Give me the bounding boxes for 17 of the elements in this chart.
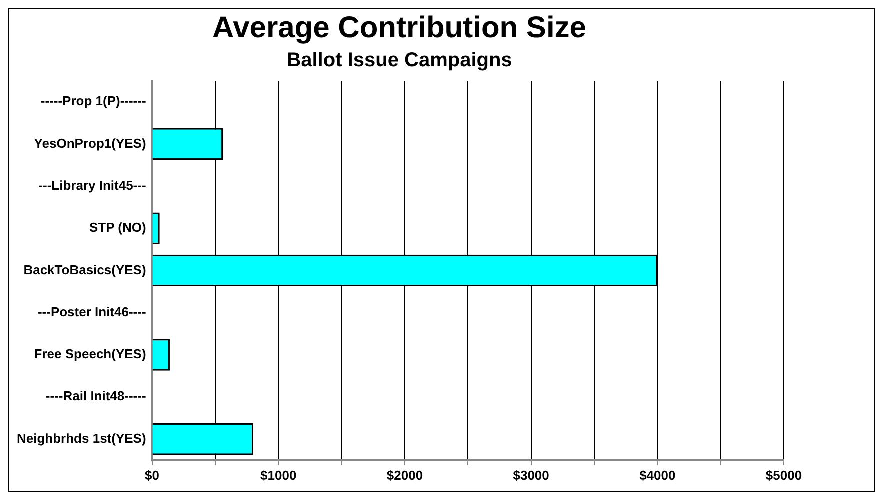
- y-tick-label: Neighbrhds 1st(YES): [17, 430, 146, 446]
- x-tick-label: $5000: [766, 468, 802, 483]
- x-tick-label: $3000: [513, 468, 550, 483]
- chart-title: Average Contribution Size: [212, 11, 586, 44]
- chart-subtitle: Ballot Issue Campaigns: [286, 50, 512, 72]
- y-tick-label: Free Speech(YES): [34, 346, 146, 362]
- y-tick-label: ---Poster Init46----: [38, 304, 146, 320]
- x-tick-label: $2000: [386, 468, 424, 483]
- y-tick-label: -----Prop 1(P)------: [40, 94, 146, 109]
- x-tick-label: $0: [145, 468, 160, 483]
- y-tick-label: YesOnProp1(YES): [34, 136, 146, 151]
- y-tick-label: STP (NO): [89, 220, 146, 236]
- x-tick-label: $4000: [640, 468, 676, 483]
- y-tick-label: ----Rail Init48-----: [46, 388, 146, 404]
- x-tick-label: $1000: [260, 468, 297, 483]
- y-tick-label: ---Library Init45---: [38, 178, 146, 193]
- y-tick-label: BackToBasics(YES): [24, 262, 146, 278]
